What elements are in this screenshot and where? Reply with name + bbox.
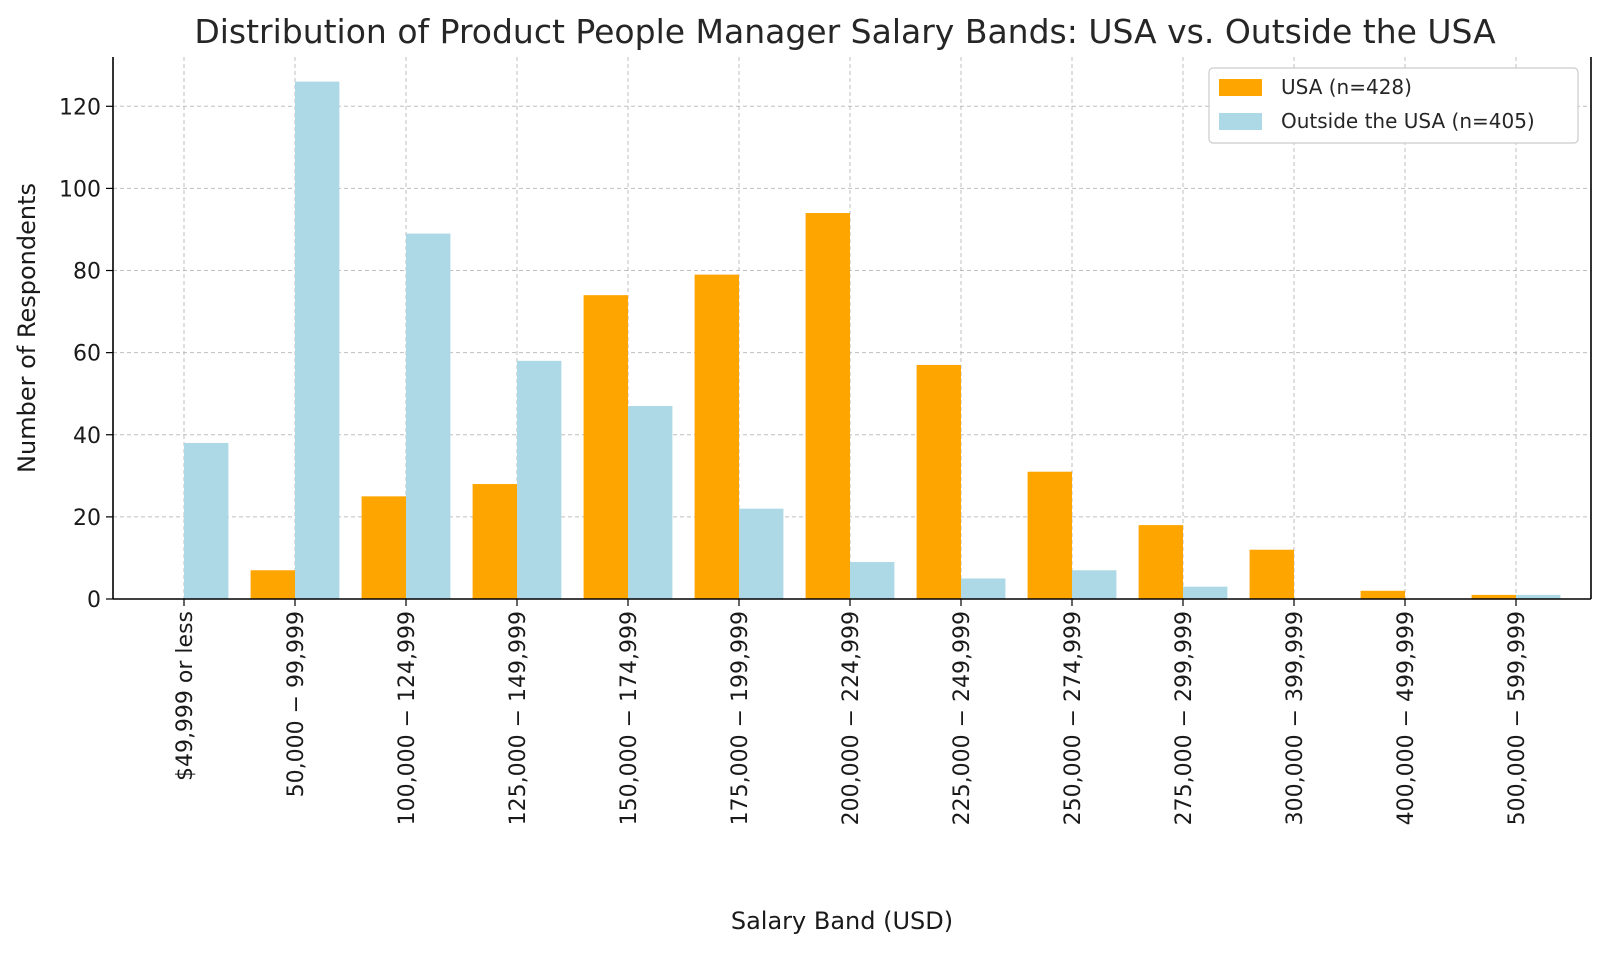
bar-usa: [250, 570, 295, 599]
bar-outside-usa: [1183, 586, 1228, 599]
legend-swatch-usa: [1219, 79, 1262, 96]
bar-usa: [916, 364, 961, 599]
legend-swatch-outside-usa: [1219, 113, 1262, 130]
bar-outside-usa: [517, 360, 562, 599]
y-tick-label: 0: [87, 588, 101, 613]
y-tick-labels: 0 20 40 60 80 100 120: [59, 95, 101, 613]
x-tick-label: 125,000 − 149,999: [506, 611, 531, 825]
x-tick-label: 300,000 − 399,999: [1283, 611, 1308, 825]
x-tick-label: 275,000 − 299,999: [1172, 611, 1197, 825]
y-tick-label: 80: [73, 260, 101, 285]
bar-outside-usa: [739, 508, 784, 599]
x-tick-label: 500,000 − 599,999: [1505, 611, 1530, 825]
bar-usa: [805, 213, 850, 599]
legend: USA (n=428) Outside the USA (n=405): [1208, 67, 1579, 144]
x-tick-label: 200,000 − 224,999: [839, 611, 864, 825]
bar-usa: [1360, 590, 1405, 599]
x-tick-labels: $49,999 or less 50,000 − 99,999 100,000 − …: [173, 611, 1530, 825]
x-tick-label: 250,000 − 274,999: [1061, 611, 1086, 825]
bar-outside-usa: [628, 406, 673, 599]
x-tick-label: 400,000 − 499,999: [1394, 611, 1419, 825]
bar-usa: [1249, 549, 1294, 599]
x-tick-label: 50,000 − 99,999: [284, 611, 309, 797]
x-axis-title: Salary Band (USD): [731, 907, 953, 935]
bar-outside-usa: [1516, 594, 1561, 599]
bars-group: [184, 81, 1561, 600]
bar-outside-usa: [961, 578, 1006, 599]
legend-frame: [1208, 67, 1579, 144]
y-tick-label: 120: [59, 95, 101, 120]
y-tick-label: 100: [59, 177, 101, 202]
bar-usa: [472, 484, 517, 599]
bar-usa: [583, 295, 628, 599]
bar-outside-usa: [850, 562, 895, 599]
bar-outside-usa: [295, 81, 340, 600]
y-tick-label: 60: [73, 342, 101, 367]
bar-usa: [1027, 471, 1072, 599]
bar-outside-usa: [184, 442, 229, 599]
chart-title: Distribution of Product People Manager S…: [194, 12, 1496, 51]
bar-outside-usa: [406, 233, 451, 599]
y-tick-label: 20: [73, 506, 101, 531]
x-tick-label: 175,000 − 199,999: [728, 611, 753, 825]
x-tick-label: 225,000 − 249,999: [950, 611, 975, 825]
x-tick-label: 100,000 − 124,999: [395, 611, 420, 825]
axes: [106, 57, 1592, 606]
y-tick-label: 40: [73, 424, 101, 449]
bar-outside-usa: [1072, 570, 1117, 599]
x-tick-label: 150,000 − 174,999: [617, 611, 642, 825]
bar-usa: [694, 274, 739, 599]
legend-label-usa: USA (n=428): [1281, 75, 1412, 99]
bar-usa: [1471, 594, 1516, 599]
bar-usa: [1138, 525, 1183, 599]
x-tick-label: $49,999 or less: [173, 611, 198, 781]
bar-usa: [361, 496, 406, 599]
y-axis-title: Number of Respondents: [13, 183, 41, 473]
legend-label-outside-usa: Outside the USA (n=405): [1281, 109, 1535, 133]
